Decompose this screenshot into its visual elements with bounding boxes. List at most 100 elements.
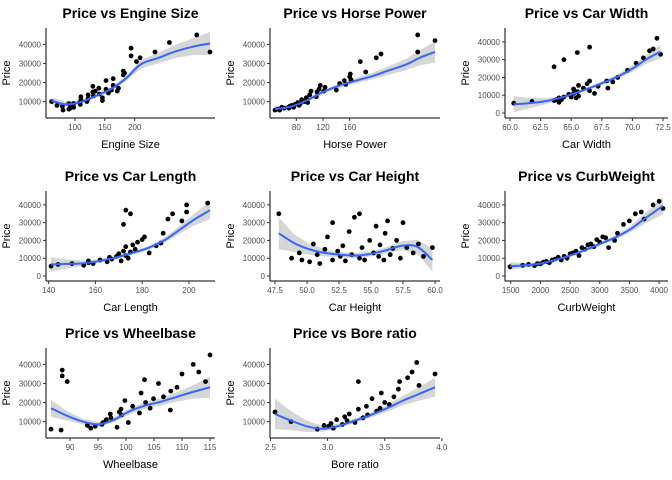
smooth-trend-line (513, 50, 662, 106)
y-tick-label: 20000 (243, 399, 266, 408)
data-point (400, 220, 406, 226)
data-point (167, 407, 173, 413)
confidence-band (275, 41, 435, 112)
data-point (85, 423, 90, 428)
data-point (299, 257, 305, 263)
smooth-trend-line (509, 204, 664, 268)
data-point (576, 93, 581, 99)
y-tick-label: 20000 (19, 399, 42, 408)
data-point (161, 394, 166, 400)
data-point (78, 94, 84, 100)
y-tick-label: 30000 (19, 379, 42, 388)
x-tick-label: 47.5 (267, 286, 283, 295)
chart-title: Price vs Wheelbase (65, 325, 196, 341)
data-point (88, 425, 94, 431)
x-tick-label: 180 (136, 286, 150, 295)
data-point (356, 406, 361, 412)
data-point (179, 218, 185, 224)
data-point (335, 248, 341, 254)
data-point (64, 379, 70, 384)
chart-title: Price vs CurbWeight (518, 168, 655, 184)
data-point (71, 104, 77, 110)
data-point (356, 379, 361, 384)
x-tick-label: 50.0 (299, 286, 315, 295)
data-point (587, 44, 592, 50)
data-point (367, 238, 373, 243)
y-tick-label: 20000 (243, 236, 266, 245)
x-tick-label: 72.5 (655, 123, 671, 132)
chart-title: Price vs Car Length (65, 168, 197, 184)
data-point (587, 78, 592, 84)
data-point (184, 202, 190, 208)
x-tick-label: 52.5 (331, 286, 347, 295)
data-point (307, 259, 312, 265)
x-tick-label: 100 (119, 443, 133, 452)
data-point (576, 253, 582, 258)
data-point (632, 211, 638, 217)
data-point (654, 35, 660, 41)
y-axis-label: Price (460, 60, 472, 85)
x-tick-label: 80 (292, 123, 301, 132)
data-point (359, 245, 365, 251)
data-point (381, 257, 387, 263)
y-tick-label: 10000 (478, 91, 501, 100)
data-point (346, 411, 352, 417)
chart-title: Price vs Engine Size (62, 5, 198, 21)
x-tick-label: 110 (176, 443, 189, 452)
y-tick-label: 40000 (19, 201, 42, 210)
data-point (416, 383, 422, 388)
data-point (168, 388, 174, 394)
data-point (342, 414, 348, 420)
x-tick-label: 3.0 (322, 443, 334, 452)
data-point (130, 242, 136, 248)
data-point (130, 403, 136, 409)
data-point (92, 88, 98, 94)
data-point (391, 394, 397, 400)
data-point (357, 59, 363, 64)
x-axis-label: Bore ratio (331, 459, 379, 471)
data-point (341, 78, 347, 83)
data-point (138, 390, 144, 396)
y-tick-label: 10000 (19, 254, 42, 263)
data-point (307, 92, 313, 98)
data-point (344, 418, 350, 423)
data-point (143, 400, 149, 405)
smooth-trend-line (278, 232, 434, 261)
confidence-band (510, 197, 663, 271)
confidence-band (51, 32, 210, 107)
x-tick-label: 57.5 (395, 286, 411, 295)
data-point (347, 71, 353, 77)
y-tick-label: 40000 (243, 360, 266, 369)
panel-2: Price vs Horse Power Horse Power Price 80 12… (225, 5, 440, 151)
data-point (116, 251, 122, 257)
data-point (363, 69, 369, 75)
y-axis-label: Price (1, 380, 13, 405)
y-tick-label: 20000 (19, 236, 42, 245)
y-tick-label: 30000 (243, 219, 266, 228)
x-tick-label: 160 (89, 286, 103, 295)
panel-1: Price vs Engine Size Engine Size Price 100 1… (1, 5, 215, 151)
x-axis-label: Wheelbase (103, 459, 158, 471)
confidence-band (278, 217, 433, 272)
x-tick-label: 120 (316, 123, 330, 132)
data-point (170, 211, 176, 217)
data-point (90, 83, 96, 89)
data-point (387, 252, 393, 258)
x-tick-label: 140 (42, 286, 56, 295)
data-point (118, 406, 124, 412)
data-point (316, 86, 322, 92)
data-point (59, 373, 65, 379)
data-point (128, 53, 134, 59)
data-point (325, 234, 330, 240)
x-tick-label: 2500 (561, 286, 579, 295)
data-point (414, 360, 420, 365)
data-point (378, 51, 384, 57)
data-point (314, 252, 320, 258)
data-point (352, 214, 357, 220)
data-point (118, 258, 124, 264)
data-point (605, 85, 611, 91)
data-point (650, 202, 656, 208)
data-point (121, 222, 126, 227)
data-point (377, 242, 383, 248)
data-point (205, 200, 211, 206)
